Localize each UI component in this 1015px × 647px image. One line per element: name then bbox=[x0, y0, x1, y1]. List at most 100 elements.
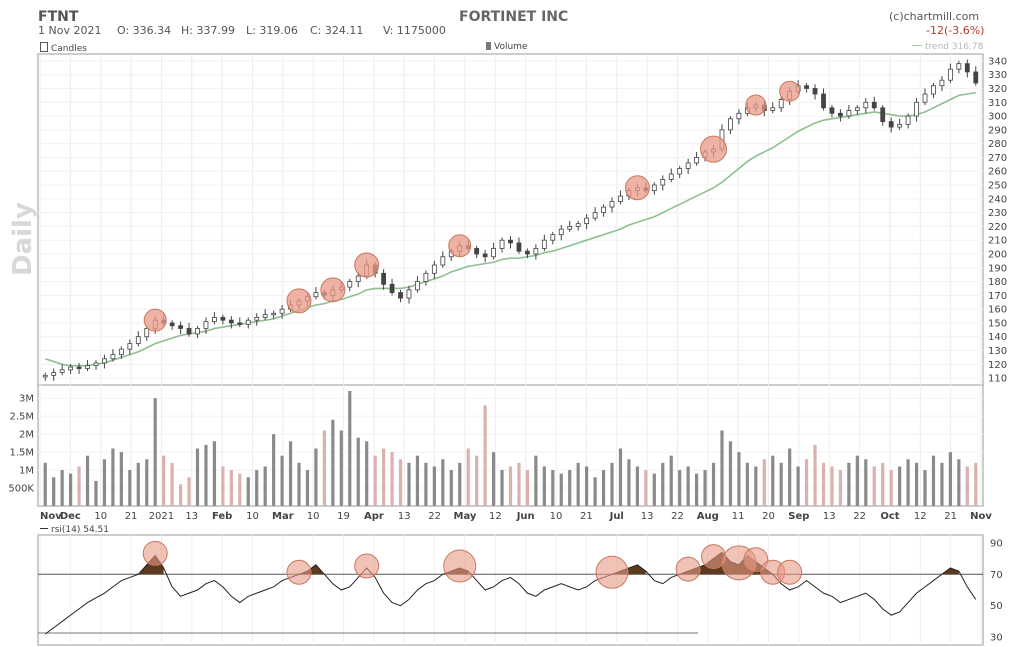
volume-bar bbox=[678, 470, 682, 506]
volume-bar bbox=[965, 466, 969, 506]
volume-bar bbox=[221, 466, 225, 506]
candle bbox=[863, 98, 869, 114]
candle-body bbox=[592, 212, 598, 219]
candle bbox=[575, 220, 581, 231]
volume-bar bbox=[821, 462, 826, 506]
candle bbox=[601, 204, 606, 217]
candle-body bbox=[668, 173, 674, 180]
x-tick-label: 10 bbox=[94, 511, 107, 522]
x-tick-label: Oct bbox=[880, 511, 899, 522]
candle-body bbox=[888, 121, 894, 128]
candle bbox=[846, 105, 852, 119]
price-tick-label: 150 bbox=[988, 318, 1007, 329]
volume-bar bbox=[255, 470, 259, 506]
candle-body bbox=[956, 63, 962, 70]
candle bbox=[973, 66, 979, 86]
x-tick-label: Mar bbox=[272, 511, 294, 522]
legend-candles: Candles bbox=[40, 42, 87, 54]
volume-bar bbox=[889, 470, 893, 506]
volume-bar bbox=[128, 470, 132, 506]
candle-body bbox=[347, 281, 353, 288]
price-tick-label: 260 bbox=[988, 167, 1007, 178]
volume-bar bbox=[796, 466, 800, 506]
price-tick-label: 310 bbox=[988, 98, 1007, 109]
volume-bar bbox=[491, 452, 496, 506]
price-tick-label: 120 bbox=[988, 360, 1007, 371]
candle bbox=[237, 317, 243, 328]
candle-body bbox=[127, 343, 133, 350]
candle bbox=[178, 321, 183, 334]
volume-bar bbox=[745, 462, 749, 506]
rsi-signal-highlight bbox=[777, 559, 803, 585]
candle bbox=[313, 287, 319, 300]
candle-body bbox=[516, 242, 522, 252]
candle-body bbox=[854, 107, 860, 111]
price-change: -12(-3.6%) bbox=[926, 24, 985, 37]
candle-body bbox=[567, 225, 573, 230]
candle bbox=[550, 231, 556, 245]
volume-bar bbox=[847, 462, 851, 506]
rsi-signal-highlight bbox=[675, 556, 701, 582]
volume-bar bbox=[162, 455, 166, 506]
rsi-signal-highlight bbox=[443, 549, 477, 583]
signal-highlight bbox=[448, 234, 472, 258]
candle-body bbox=[609, 201, 615, 208]
volume-bar bbox=[754, 466, 758, 506]
candle-body bbox=[42, 374, 48, 378]
candle bbox=[135, 331, 141, 347]
candle-body bbox=[398, 292, 403, 299]
volume-bar bbox=[178, 484, 183, 506]
rsi-overbought-fill bbox=[941, 568, 959, 575]
candle-body bbox=[651, 184, 657, 191]
candle-body bbox=[677, 168, 683, 175]
candle bbox=[228, 316, 234, 329]
rsi-icon bbox=[40, 528, 48, 529]
candle-body bbox=[482, 253, 488, 258]
candle bbox=[347, 278, 353, 292]
candle-body bbox=[271, 312, 277, 316]
price-tick-label: 320 bbox=[988, 84, 1007, 95]
candle bbox=[880, 105, 886, 126]
candle bbox=[592, 207, 598, 221]
candle bbox=[694, 151, 700, 166]
volume-bar bbox=[601, 470, 606, 506]
volume-bar bbox=[195, 448, 200, 506]
rsi-line bbox=[44, 551, 977, 635]
x-tick-label: 10 bbox=[246, 511, 259, 522]
candle bbox=[939, 76, 945, 92]
trend-line bbox=[44, 91, 976, 367]
x-tick-label: Nov bbox=[40, 511, 62, 522]
rsi-signal-highlight bbox=[743, 547, 769, 573]
candle-body bbox=[846, 110, 852, 117]
rsi-signal-highlight bbox=[354, 553, 380, 579]
volume-bar bbox=[263, 466, 267, 506]
trend-icon bbox=[912, 45, 922, 46]
x-tick-label: 13 bbox=[398, 511, 411, 522]
volume-tick-label: 2M bbox=[19, 430, 34, 441]
signal-highlight bbox=[745, 94, 767, 116]
x-tick-label: 13 bbox=[823, 511, 836, 522]
volume-bar bbox=[542, 466, 546, 506]
candle-body bbox=[254, 317, 260, 321]
volume-bar bbox=[635, 466, 639, 506]
volume-bar bbox=[906, 459, 910, 506]
volume-bar bbox=[534, 455, 538, 506]
volume-bar bbox=[610, 462, 614, 506]
volume-bar bbox=[940, 462, 944, 506]
candle-body bbox=[550, 234, 556, 241]
candle-body bbox=[178, 325, 183, 329]
volume-bar bbox=[466, 448, 470, 506]
volume-bar bbox=[618, 448, 623, 506]
rsi-tick-label: 70 bbox=[990, 570, 1003, 581]
price-frame bbox=[37, 53, 984, 507]
candle bbox=[110, 349, 116, 362]
x-tick-label: Jul bbox=[609, 511, 624, 522]
volume-bar bbox=[931, 455, 936, 506]
candle bbox=[68, 364, 74, 374]
candle-body bbox=[186, 328, 192, 335]
x-tick-label: 12 bbox=[914, 511, 927, 522]
x-tick-label: 10 bbox=[307, 511, 320, 522]
candle bbox=[558, 225, 564, 241]
price-tick-label: 170 bbox=[988, 291, 1007, 302]
